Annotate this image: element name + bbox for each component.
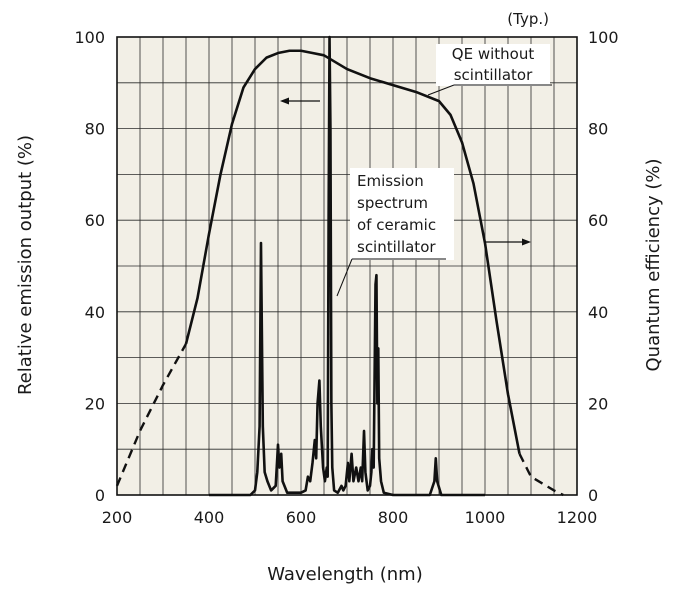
emission-annotation-line-1: Emission bbox=[357, 172, 424, 190]
qe-annotation-line-2: scintillator bbox=[454, 66, 533, 84]
qe-annotation-bg bbox=[436, 44, 550, 86]
y-tick-label-right: 60 bbox=[588, 211, 608, 230]
series-layer bbox=[115, 35, 564, 497]
qe-right-axis-arrow bbox=[484, 238, 531, 246]
x-tick-label: 600 bbox=[286, 508, 317, 527]
y-axis-label-right: Quantum efficiency (%) bbox=[643, 158, 664, 371]
grid bbox=[116, 36, 578, 496]
y-tick-label-right: 100 bbox=[588, 28, 619, 47]
emission-annotation-line-3: of ceramic bbox=[357, 216, 436, 234]
y-axis-label-left: Relative emission output (%) bbox=[15, 135, 36, 395]
y-tick-label-right: 20 bbox=[588, 394, 608, 413]
x-tick-label: 1000 bbox=[465, 508, 506, 527]
emission-annotation-leader bbox=[336, 258, 353, 297]
tick-labels: 200 400 600 800 1000 1200 0 0 20 20 40 40 60 60 80 80 10… bbox=[74, 28, 618, 527]
emission-annotation-line-2: spectrum bbox=[357, 194, 428, 212]
y-tick-label-left: 20 bbox=[85, 394, 105, 413]
emission-annotation-bg bbox=[350, 168, 454, 260]
plot-frame bbox=[116, 36, 578, 496]
y-tick-label-right: 0 bbox=[588, 486, 598, 505]
y-tick-label-left: 0 bbox=[95, 486, 105, 505]
x-tick-label: 400 bbox=[194, 508, 225, 527]
qe-annotation-leader bbox=[427, 84, 455, 96]
y-tick-label-right: 80 bbox=[588, 120, 608, 139]
emission-annotation-line-4: scintillator bbox=[357, 238, 436, 256]
qe-left-axis-arrow bbox=[280, 97, 320, 105]
emission-curve bbox=[209, 35, 485, 497]
x-tick-label: 1200 bbox=[557, 508, 598, 527]
x-tick-label: 800 bbox=[378, 508, 409, 527]
x-tick-label: 200 bbox=[102, 508, 133, 527]
y-tick-label-left: 80 bbox=[85, 120, 105, 139]
x-axis-label: Wavelength (nm) bbox=[267, 564, 423, 585]
y-tick-label-left: 40 bbox=[85, 303, 105, 322]
qe-annotation-line-1: QE without bbox=[452, 45, 535, 63]
y-tick-label-right: 40 bbox=[588, 303, 608, 322]
typ-label: (Typ.) bbox=[507, 10, 549, 28]
y-tick-label-left: 60 bbox=[85, 211, 105, 230]
y-tick-label-left: 100 bbox=[74, 28, 105, 47]
